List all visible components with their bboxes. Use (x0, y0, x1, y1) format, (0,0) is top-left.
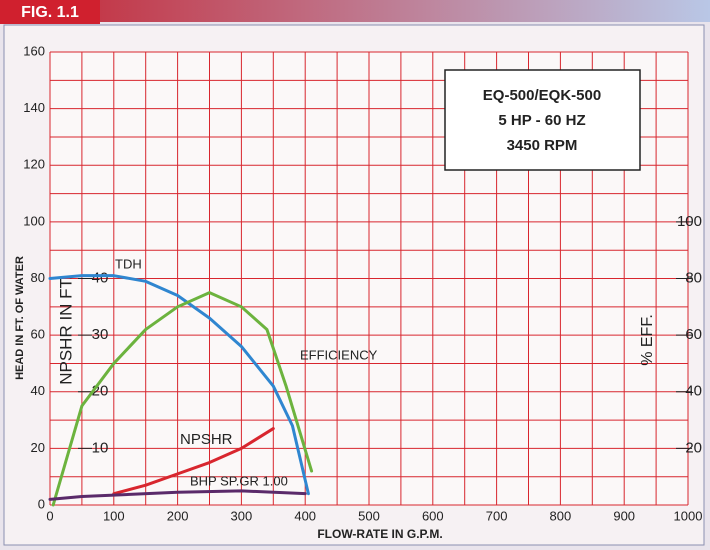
y-tick-label: 20 (31, 440, 45, 455)
x-tick-label: 900 (613, 508, 635, 523)
y2-tick-label: 20 (685, 439, 702, 456)
y-tick-label: 80 (31, 270, 45, 285)
y2-tick-label: 100 (677, 213, 702, 230)
series-line (112, 427, 275, 496)
x-tick-label: 700 (486, 508, 508, 523)
x-tick-label: 400 (294, 508, 316, 523)
info-line: 5 HP - 60 HZ (498, 112, 585, 129)
series-label: NPSHR (180, 431, 233, 448)
x-tick-label: 1000 (674, 508, 703, 523)
series-line (51, 291, 314, 507)
y3-axis-title: NPSHR IN FT. (56, 275, 75, 385)
header-stripe (100, 0, 710, 22)
series-line (48, 489, 307, 501)
series-label: TDH (115, 256, 142, 271)
y-tick-label: 100 (23, 213, 45, 228)
x-tick-label: 600 (422, 508, 444, 523)
y2-tick-label: 60 (685, 326, 702, 343)
x-tick-label: 0 (46, 508, 53, 523)
y-tick-label: 60 (31, 327, 45, 342)
info-box (444, 69, 641, 171)
y3-tick-label: 40 (92, 269, 109, 286)
y3-tick-label: 30 (92, 326, 109, 343)
x-tick-label: 800 (550, 508, 572, 523)
figure-label-box (0, 0, 100, 24)
series-line (48, 274, 310, 496)
y2-axis-title: % EFF. (639, 314, 656, 366)
info-line: EQ-500/EQK-500 (483, 87, 601, 104)
y2-tick-label: 80 (685, 269, 702, 286)
y2-tick-label: 40 (685, 383, 702, 400)
y-tick-label: 120 (23, 157, 45, 172)
x-tick-label: 300 (231, 508, 253, 523)
x-tick-label: 500 (358, 508, 380, 523)
x-tick-label: 200 (167, 508, 189, 523)
figure-label: FIG. 1.1 (21, 4, 79, 21)
y3-tick-label: 10 (92, 439, 109, 456)
y-tick-label: 40 (31, 383, 45, 398)
y-tick-label: 0 (38, 496, 45, 511)
x-tick-label: 100 (103, 508, 125, 523)
y-axis-title: HEAD IN FT. OF WATER (14, 256, 26, 380)
x-axis-title: FLOW-RATE IN G.P.M. (317, 527, 442, 541)
series-label: BHP SP.GR 1.00 (190, 473, 288, 488)
series-label: EFFICIENCY (300, 347, 378, 362)
y-tick-label: 140 (23, 100, 45, 115)
y-tick-label: 160 (23, 43, 45, 58)
info-line: 3450 RPM (507, 137, 578, 154)
